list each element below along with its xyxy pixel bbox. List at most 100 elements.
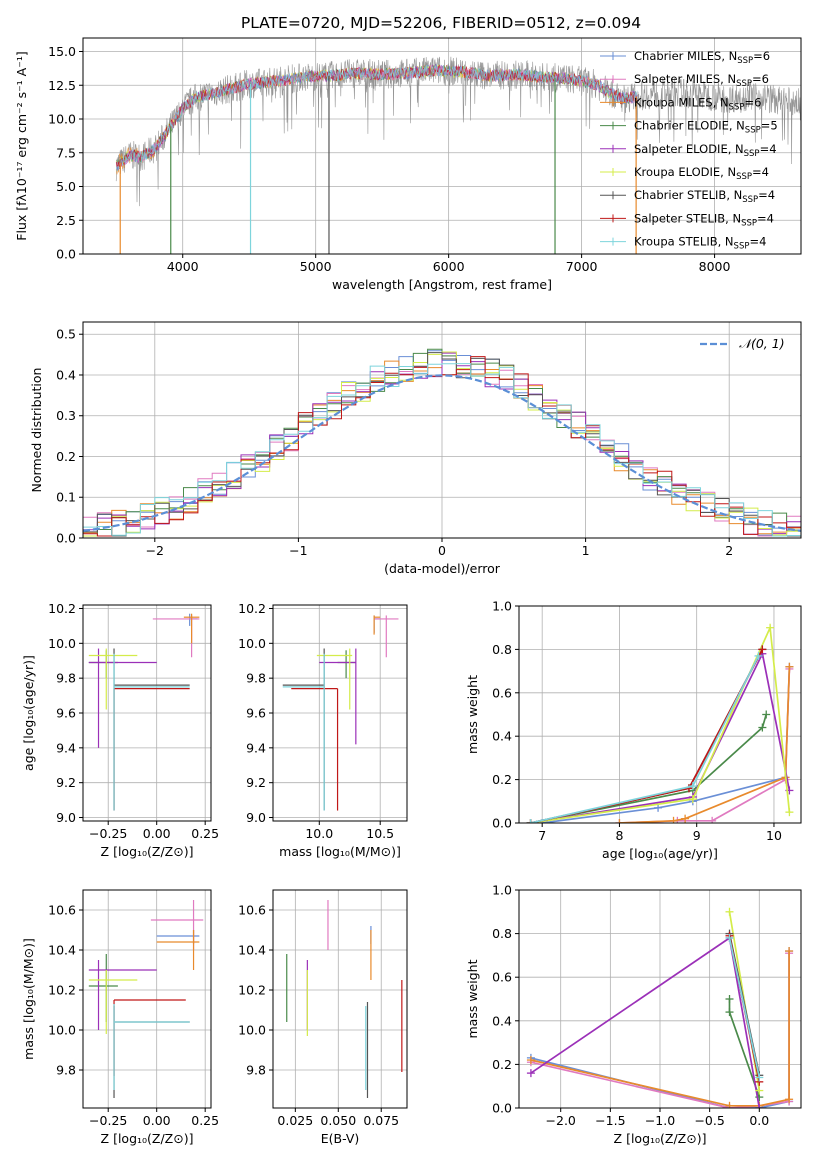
y-tick-label: 9.6 <box>56 706 76 721</box>
x-tick-label: 10 <box>766 828 782 843</box>
massweight-vs-age-grid <box>519 605 801 824</box>
x-tick-label: 0 <box>438 543 446 558</box>
chabrier_elodie-errorbar <box>337 650 356 679</box>
y-tick-label: 0.6 <box>492 970 512 985</box>
y-tick-label: 10.0 <box>48 636 76 651</box>
kroupa_elodie-massweight-series <box>526 623 794 823</box>
series-line <box>530 936 761 1108</box>
x-tick-label: 0.050 <box>320 1113 356 1128</box>
x-tick-label: −2 <box>146 543 164 558</box>
residuals-plot-area <box>83 348 801 537</box>
y-tick-label: 9.8 <box>246 1063 266 1078</box>
x-tick-label: −1.0 <box>645 1113 675 1128</box>
y-tick-label: 0.1 <box>56 490 76 505</box>
legend-entry-count: =4 <box>758 188 775 202</box>
salpeter_miles-errorbar <box>374 615 399 658</box>
spectrum-plot-area <box>115 56 801 254</box>
y-tick-label: 10.0 <box>48 112 76 127</box>
y-tick-label: 5.0 <box>56 179 76 194</box>
y-tick-label: 10.2 <box>48 601 76 616</box>
mass-vs-EBV-plot-area <box>286 900 403 1098</box>
kroupa_stelib-massweight-series <box>526 651 763 823</box>
y-tick-label: 0.0 <box>56 247 76 262</box>
x-tick-label: 0.0 <box>749 1113 769 1128</box>
x-tick-label: 10.5 <box>366 826 394 841</box>
y-tick-label: 10.6 <box>48 903 76 918</box>
kroupa_stelib-errorbar <box>113 653 190 811</box>
legend-entry: Chabrier STELIB, NSSP=4 <box>634 188 775 205</box>
mass-vs-EBV-panel: 0.025 0.050 0.075 9.8 10.0 10.2 10.4 10.6 E(B-V) <box>238 889 408 1146</box>
kroupa_stelib-errorbar <box>282 653 325 811</box>
mass-vs-EBV-grid <box>273 890 407 1108</box>
age-vs-Z-grid <box>83 605 211 821</box>
legend-entry: Salpeter ELODIE, NSSP=4 <box>634 142 777 159</box>
x-tick-label: −2.0 <box>546 1113 576 1128</box>
x-tick-label: −0.25 <box>89 1113 127 1128</box>
mass-vs-Z-panel: −0.25 0.00 0.25 9.8 10.0 10.2 10.4 10.6 Z [log₁₀… <box>21 889 219 1146</box>
legend-entry: Salpeter STELIB, NSSP=4 <box>634 211 774 228</box>
chabrier_stelib-errorbar <box>113 1006 190 1098</box>
legend-entry-name: Chabrier STELIB, N <box>634 188 742 202</box>
x-tick-label: 0.00 <box>143 1113 171 1128</box>
charts-container: 4000 5000 6000 7000 80000.02.55.07.510.012.5… <box>14 37 802 1146</box>
massweight-vs-age-panel: 7 8 9 10 0.0 0.2 0.4 0.6 0.8 1.0 age [log₁₀(age/yr… <box>465 599 802 861</box>
x-tick-label: 0.075 <box>363 1113 399 1128</box>
series-line <box>530 655 760 823</box>
kroupa_miles-massweight-series <box>615 662 794 823</box>
y-tick-label: 7.5 <box>56 145 76 160</box>
age-vs-mass-panel: 10.0 10.5 9.0 9.2 9.4 9.6 9.8 10.0 10.2 mass [log… <box>238 601 408 859</box>
legend-entry-subscript: SSP <box>744 149 760 159</box>
y-tick-label: 10.4 <box>48 943 76 958</box>
x-tick-label: −0.5 <box>694 1113 724 1128</box>
salpeter_stelib-errorbar <box>291 688 339 811</box>
y-tick-label: 9.6 <box>246 706 266 721</box>
y-tick-label: 9.2 <box>56 775 76 790</box>
legend-entry-subscript: SSP <box>736 172 752 182</box>
y-tick-label: 10.0 <box>238 1023 266 1038</box>
legend-entry-name: Chabrier MILES, N <box>634 49 737 63</box>
y-tick-label: 0.0 <box>56 531 76 546</box>
x-tick-label: 8 <box>615 828 623 843</box>
y-axis-label: Flux [fλ10⁻¹⁷ erg cm⁻² s⁻¹ A⁻¹] <box>14 51 29 240</box>
gaussian-curve <box>83 374 801 532</box>
x-axis-label: wavelength [Angstrom, rest frame] <box>332 277 552 292</box>
legend-entry-count: =6 <box>752 72 769 86</box>
kroupa_stelib-spectrum-line <box>115 64 638 172</box>
legend-entry-count: =6 <box>744 95 761 109</box>
kroupa_miles-errorbar <box>183 613 200 644</box>
residuals-panel: −2 −1 0 1 2 0.0 0.1 0.2 0.3 0.4 0.5 (data-model)/er… <box>29 321 802 576</box>
massweight-vs-age-plot-area <box>526 623 794 823</box>
y-tick-label: 0.3 <box>56 408 76 423</box>
axes-frame <box>518 605 802 824</box>
y-tick-label: 0.8 <box>492 642 512 657</box>
y-tick-label: 0.4 <box>492 729 512 744</box>
y-tick-label: 15.0 <box>48 44 76 59</box>
x-tick-label: 7000 <box>566 259 598 274</box>
massweight-vs-age-axes: 7 8 9 10 0.0 0.2 0.4 0.6 0.8 1.0 age [log₁₀(age/yr… <box>465 599 802 861</box>
age-vs-mass-plot-area <box>282 615 399 811</box>
x-tick-label: 8000 <box>699 259 731 274</box>
y-tick-label: 0.4 <box>56 367 76 382</box>
figure-title: PLATE=0720, MJD=52206, FIBERID=0512, z=0… <box>241 14 641 32</box>
spectrum-axes: 4000 5000 6000 7000 8000 0.0 2.5 5.0 7.5 10.0 12.5… <box>14 37 802 292</box>
y-tick-label: 0.0 <box>492 816 512 831</box>
y-tick-label: 9.0 <box>246 810 266 825</box>
massweight-vs-Z-axes: −2.0 −1.5 −1.0 −0.5 0.0 0.0 0.2 0.4 0.6 0.8 1.0 Z [… <box>465 883 802 1146</box>
age-vs-Z-axes: −0.25 0.00 0.25 9.0 9.2 9.4 9.6 9.8 10.0 10.2 Z [l… <box>21 601 219 859</box>
y-axis-label: mass weight <box>465 675 480 754</box>
y-tick-label: 1.0 <box>492 883 512 898</box>
series-line <box>530 714 768 823</box>
y-tick-label: 0.5 <box>56 327 76 342</box>
y-tick-label: 9.2 <box>246 775 266 790</box>
age-vs-Z-panel: −0.25 0.00 0.25 9.0 9.2 9.4 9.6 9.8 10.0 10.2 Z [l… <box>21 601 219 859</box>
y-axis-label: age [log₁₀(age/yr)] <box>21 655 36 771</box>
y-axis-label: Normed distribution <box>29 368 44 493</box>
series-line <box>530 651 791 823</box>
legend-entry-count: =5 <box>761 119 778 133</box>
gaussian-legend-label: 𝒩(0, 1) <box>739 336 785 351</box>
chabrier_stelib-spectrum-line <box>115 56 801 207</box>
massweight-vs-Z-plot-area <box>526 907 794 1108</box>
age-vs-Z-plot-area <box>88 613 200 811</box>
kroupa_stelib-massweight-series <box>725 933 764 1082</box>
